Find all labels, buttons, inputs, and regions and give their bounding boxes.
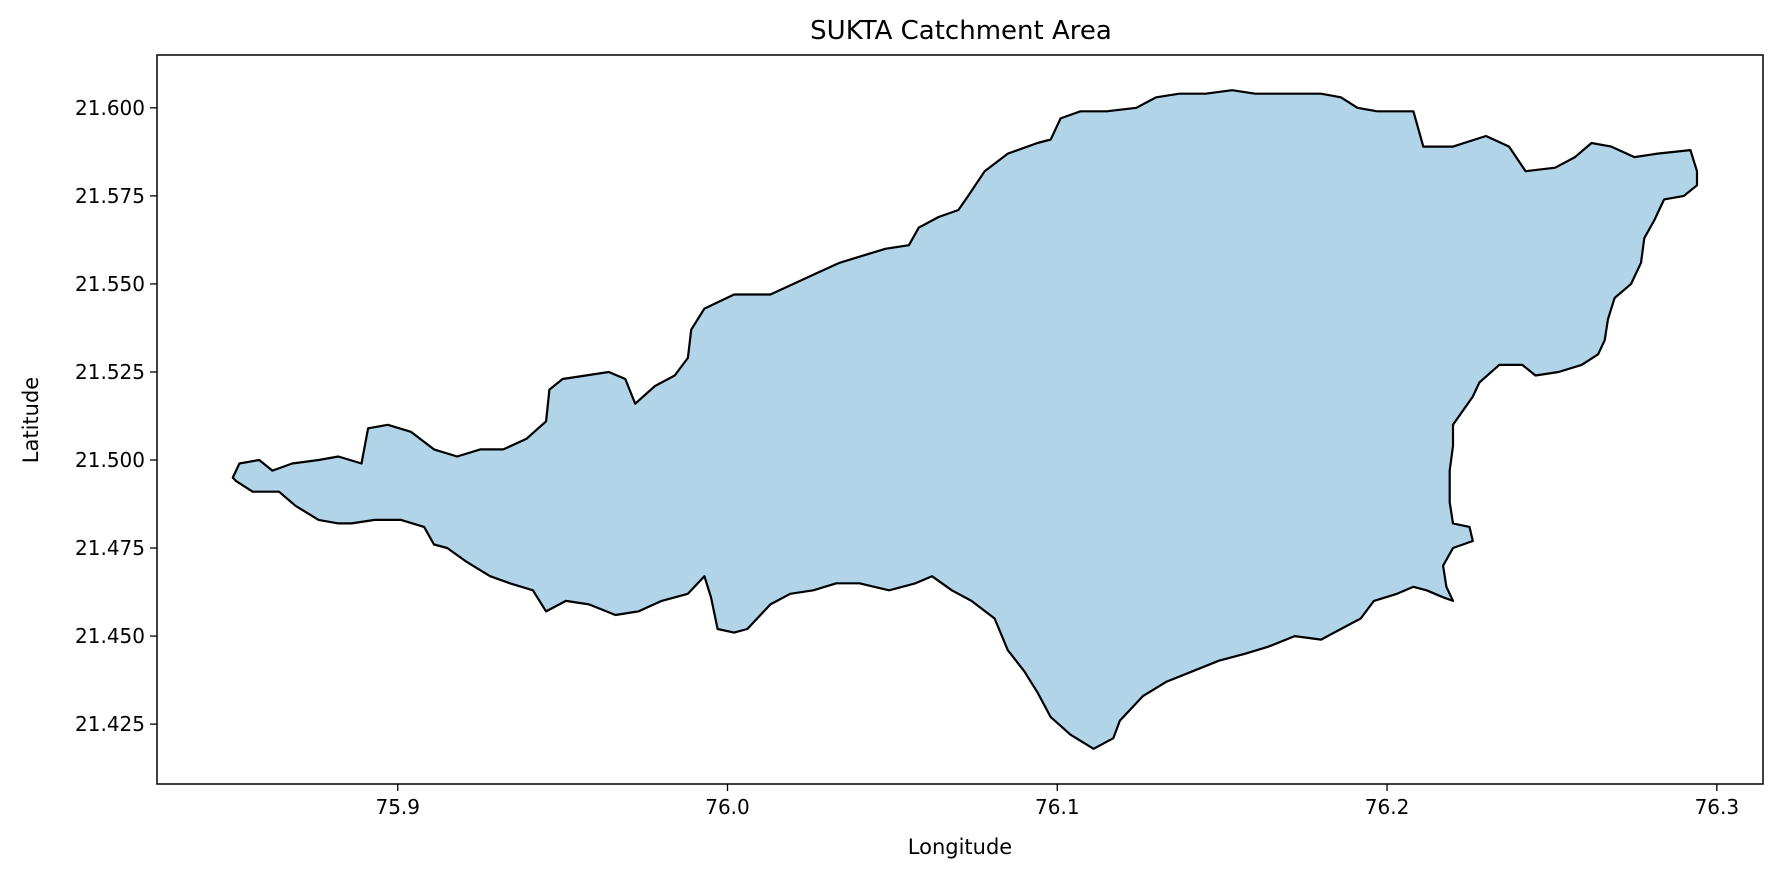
map-title: SUKTA Catchment Area: [810, 16, 1112, 46]
x-axis-label: Longitude: [908, 835, 1012, 859]
x-tick-label: 76.2: [1365, 795, 1410, 819]
x-tick-label: 76.3: [1695, 795, 1740, 819]
x-axis-ticks: 75.9 76.0 76.1 76.2 76.3: [375, 784, 1739, 819]
y-tick-label: 21.525: [75, 360, 145, 384]
y-tick-label: 21.575: [75, 184, 145, 208]
y-axis-ticks: 21.425 21.450 21.475 21.500 21.525 21.550 21.5…: [75, 96, 157, 736]
x-tick-label: 75.9: [375, 795, 420, 819]
y-tick-label: 21.425: [75, 712, 145, 736]
x-tick-label: 76.0: [705, 795, 750, 819]
y-tick-label: 21.550: [75, 272, 145, 296]
y-tick-label: 21.600: [75, 96, 145, 120]
axes-frame: [156, 54, 1764, 785]
y-tick-label: 21.450: [75, 624, 145, 648]
y-tick-label: 21.475: [75, 536, 145, 560]
y-tick-label: 21.500: [75, 448, 145, 472]
y-axis-label: Latitude: [19, 377, 43, 463]
x-tick-label: 76.1: [1035, 795, 1080, 819]
catchment-polygon: [231, 89, 1699, 750]
plot-area: [156, 54, 1764, 785]
